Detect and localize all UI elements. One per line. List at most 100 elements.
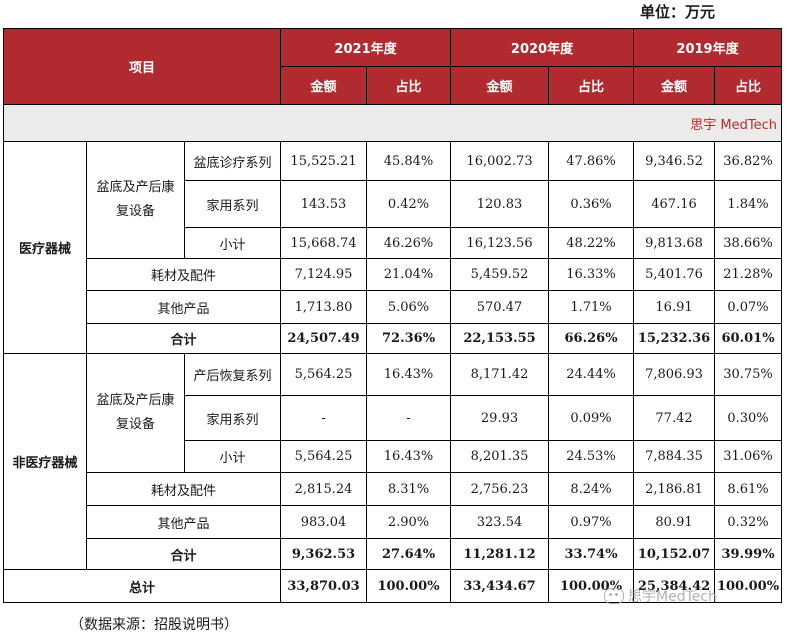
cell-ratio: 21.28% — [714, 258, 783, 291]
unit-label: 单位：万元 — [640, 3, 716, 21]
row-label-subtotal: 合计 — [85, 323, 282, 354]
row-label: 耗材及配件 — [85, 472, 282, 506]
header-year-2020: 2020年度 — [450, 28, 635, 67]
cell-ratio: 27.64% — [366, 538, 452, 570]
row-label: 其他产品 — [85, 290, 282, 324]
header-amount: 金额 — [280, 66, 368, 105]
total-amount: 33,870.03 — [280, 569, 368, 603]
cell-amount: 467.16 — [633, 180, 716, 228]
cell-amount: 16.91 — [633, 290, 716, 324]
revenue-table: 项目 2021年度 2020年度 2019年度 金额 占比 金额 占比 金额 占… — [2, 28, 783, 603]
cell-ratio: 47.86% — [548, 141, 635, 181]
cell-ratio: 46.26% — [366, 227, 452, 259]
cell-amount: 9,362.53 — [280, 538, 368, 570]
total-label: 总计 — [2, 569, 282, 603]
cell-ratio: 16.33% — [548, 258, 635, 291]
watermark: 思宇MedTech — [604, 586, 717, 606]
row-label: 盆底诊疗系列 — [183, 141, 282, 181]
cell-ratio: 16.43% — [366, 353, 452, 396]
cell-ratio: 31.06% — [714, 440, 783, 473]
cell-amount: 8,201.35 — [450, 440, 550, 473]
cell-ratio: 1.84% — [714, 180, 783, 228]
cell-ratio: 24.44% — [548, 353, 635, 396]
cell-amount: 5,564.25 — [280, 353, 368, 396]
cell-amount: 1,713.80 — [280, 290, 368, 324]
row-label-subtotal: 合计 — [85, 538, 282, 570]
cell-ratio: 0.36% — [548, 180, 635, 228]
brand-label: 思宇 MedTech — [2, 104, 783, 142]
cell-ratio: 36.82% — [714, 141, 783, 181]
group-label: 盆底及产后康复设备 — [86, 141, 185, 259]
cell-amount: 983.04 — [280, 505, 368, 539]
cell-ratio: 8.61% — [714, 472, 783, 506]
cell-amount: 5,459.52 — [450, 258, 550, 291]
cell-amount: 5,401.76 — [633, 258, 716, 291]
cell-ratio: 39.99% — [714, 538, 783, 570]
row-label: 其他产品 — [85, 505, 282, 539]
cell-ratio: 0.07% — [714, 290, 783, 324]
cell-amount: - — [280, 395, 368, 441]
total-amount: 25,384.42 — [633, 569, 716, 603]
cell-ratio: 45.84% — [366, 141, 452, 181]
cell-amount: 9,813.68 — [633, 227, 716, 259]
header-amount: 金额 — [633, 66, 716, 105]
total-ratio: 100.00% — [366, 569, 452, 603]
cell-ratio: 48.22% — [548, 227, 635, 259]
cell-amount: 7,124.95 — [280, 258, 368, 291]
cell-ratio: 0.42% — [366, 180, 452, 228]
cell-amount: 9,346.52 — [633, 141, 716, 181]
cell-ratio: 0.32% — [714, 505, 783, 539]
cell-amount: 16,123.56 — [450, 227, 550, 259]
source-note: （数据来源：招股说明书） — [70, 617, 238, 633]
cell-ratio: 1.71% — [548, 290, 635, 324]
header-ratio: 占比 — [548, 66, 635, 105]
cell-ratio: 30.75% — [714, 353, 783, 396]
cell-amount: 2,186.81 — [633, 472, 716, 506]
cell-ratio: 66.26% — [548, 323, 635, 354]
cell-ratio: 16.43% — [366, 440, 452, 473]
cell-amount: 24,507.49 — [280, 323, 368, 354]
header-year-2021: 2021年度 — [280, 28, 452, 67]
cell-amount: 29.93 — [450, 395, 550, 441]
cell-ratio: 21.04% — [366, 258, 452, 291]
row-label: 家用系列 — [183, 180, 282, 228]
cell-amount: 22,153.55 — [450, 323, 550, 354]
cell-amount: 143.53 — [280, 180, 368, 228]
total-amount: 33,434.67 — [450, 569, 550, 603]
row-label: 小计 — [183, 227, 282, 259]
cell-ratio: 0.30% — [714, 395, 783, 441]
cell-ratio: 60.01% — [714, 323, 783, 354]
row-label: 耗材及配件 — [85, 258, 282, 291]
total-ratio: 100.00% — [714, 569, 783, 603]
cell-ratio: - — [366, 395, 452, 441]
cell-amount: 15,525.21 — [280, 141, 368, 181]
cell-ratio: 33.74% — [548, 538, 635, 570]
cell-amount: 11,281.12 — [450, 538, 550, 570]
cell-amount: 5,564.25 — [280, 440, 368, 473]
cell-ratio: 8.24% — [548, 472, 635, 506]
cell-amount: 120.83 — [450, 180, 550, 228]
cell-amount: 570.47 — [450, 290, 550, 324]
header-amount: 金额 — [450, 66, 550, 105]
watermark-text: 思宇MedTech — [628, 589, 717, 605]
cell-amount: 10,152.07 — [633, 538, 716, 570]
cell-amount: 2,756.23 — [450, 472, 550, 506]
cell-ratio: 72.36% — [366, 323, 452, 354]
category-nonmedical: 非医疗器械 — [3, 353, 87, 570]
cell-amount: 2,815.24 — [280, 472, 368, 506]
wechat-icon — [604, 588, 624, 604]
cell-ratio: 0.09% — [548, 395, 635, 441]
cell-ratio: 24.53% — [548, 440, 635, 473]
row-label: 产后恢复系列 — [183, 353, 282, 396]
cell-amount: 15,668.74 — [280, 227, 368, 259]
row-label: 小计 — [183, 440, 282, 473]
cell-amount: 80.91 — [633, 505, 716, 539]
cell-amount: 323.54 — [450, 505, 550, 539]
cell-ratio: 5.06% — [366, 290, 452, 324]
cell-ratio: 8.31% — [366, 472, 452, 506]
header-item: 项目 — [2, 28, 282, 105]
category-medical: 医疗器械 — [3, 141, 87, 354]
header-ratio: 占比 — [714, 66, 783, 105]
cell-ratio: 38.66% — [714, 227, 783, 259]
cell-amount: 8,171.42 — [450, 353, 550, 396]
